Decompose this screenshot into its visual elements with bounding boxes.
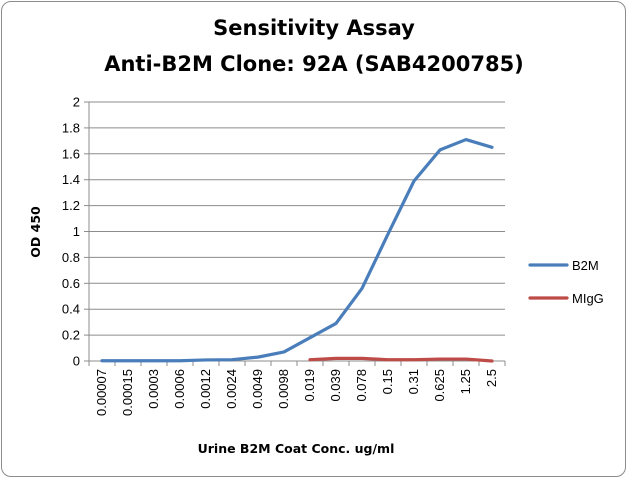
legend-label-migg: MIgG bbox=[572, 291, 604, 306]
y-tick-label: 2 bbox=[73, 95, 80, 110]
legend: B2M MIgG bbox=[528, 258, 604, 306]
y-axis-title: OD 450 bbox=[28, 206, 43, 258]
x-tick-label: 0.00015 bbox=[120, 369, 135, 416]
series-line-migg bbox=[308, 356, 494, 363]
y-tick-labels: 0 0.2 0.4 0.6 0.8 1 1.2 1.4 1.6 1.8 2 bbox=[62, 95, 80, 369]
y-tick-label: 1.4 bbox=[62, 172, 80, 187]
x-tick-label: 0.0049 bbox=[250, 369, 265, 409]
chart-subtitle: Anti-B2M Clone: 92A (SAB4200785) bbox=[104, 52, 524, 76]
legend-label-b2m: B2M bbox=[572, 258, 599, 273]
x-axis-title: Urine B2M Coat Conc. ug/ml bbox=[198, 441, 395, 456]
axes bbox=[84, 101, 506, 366]
x-tick-label: 0.019 bbox=[302, 369, 317, 402]
y-tick-label: 0.6 bbox=[62, 276, 80, 291]
y-tick-label: 1.2 bbox=[62, 198, 80, 213]
y-tick-label: 0.4 bbox=[62, 302, 80, 317]
x-tick-label: 0.0012 bbox=[198, 369, 213, 409]
x-tick-label: 0.0098 bbox=[276, 369, 291, 409]
x-tick-labels: 0.00007 0.00015 0.0003 0.0006 0.0012 0.0024 0.… bbox=[94, 369, 499, 416]
series-lines bbox=[100, 137, 494, 363]
x-tick-label: 0.039 bbox=[328, 369, 343, 402]
y-tick-label: 0 bbox=[73, 354, 80, 369]
x-tick-label: 1.25 bbox=[458, 369, 473, 394]
x-tick-label: 0.31 bbox=[406, 369, 421, 394]
x-tick-label: 0.0006 bbox=[172, 369, 187, 409]
y-tick-label: 1 bbox=[73, 224, 80, 239]
x-tick-label: 0.078 bbox=[354, 369, 369, 402]
y-tick-label: 1.6 bbox=[62, 146, 80, 161]
y-tick-label: 0.2 bbox=[62, 328, 80, 343]
chart-title: Sensitivity Assay bbox=[213, 16, 415, 40]
gridlines bbox=[89, 101, 505, 336]
x-tick-label: 2.5 bbox=[484, 369, 499, 387]
y-tick-label: 0.8 bbox=[62, 250, 80, 265]
series-line-b2m bbox=[100, 137, 494, 363]
x-tick-label: 0.0024 bbox=[224, 369, 239, 409]
x-tick-label: 0.0003 bbox=[146, 369, 161, 409]
x-tick-label: 0.625 bbox=[432, 369, 447, 402]
x-tick-label: 0.00007 bbox=[94, 369, 109, 416]
y-tick-label: 1.8 bbox=[62, 120, 80, 135]
x-tick-label: 0.15 bbox=[380, 369, 395, 394]
